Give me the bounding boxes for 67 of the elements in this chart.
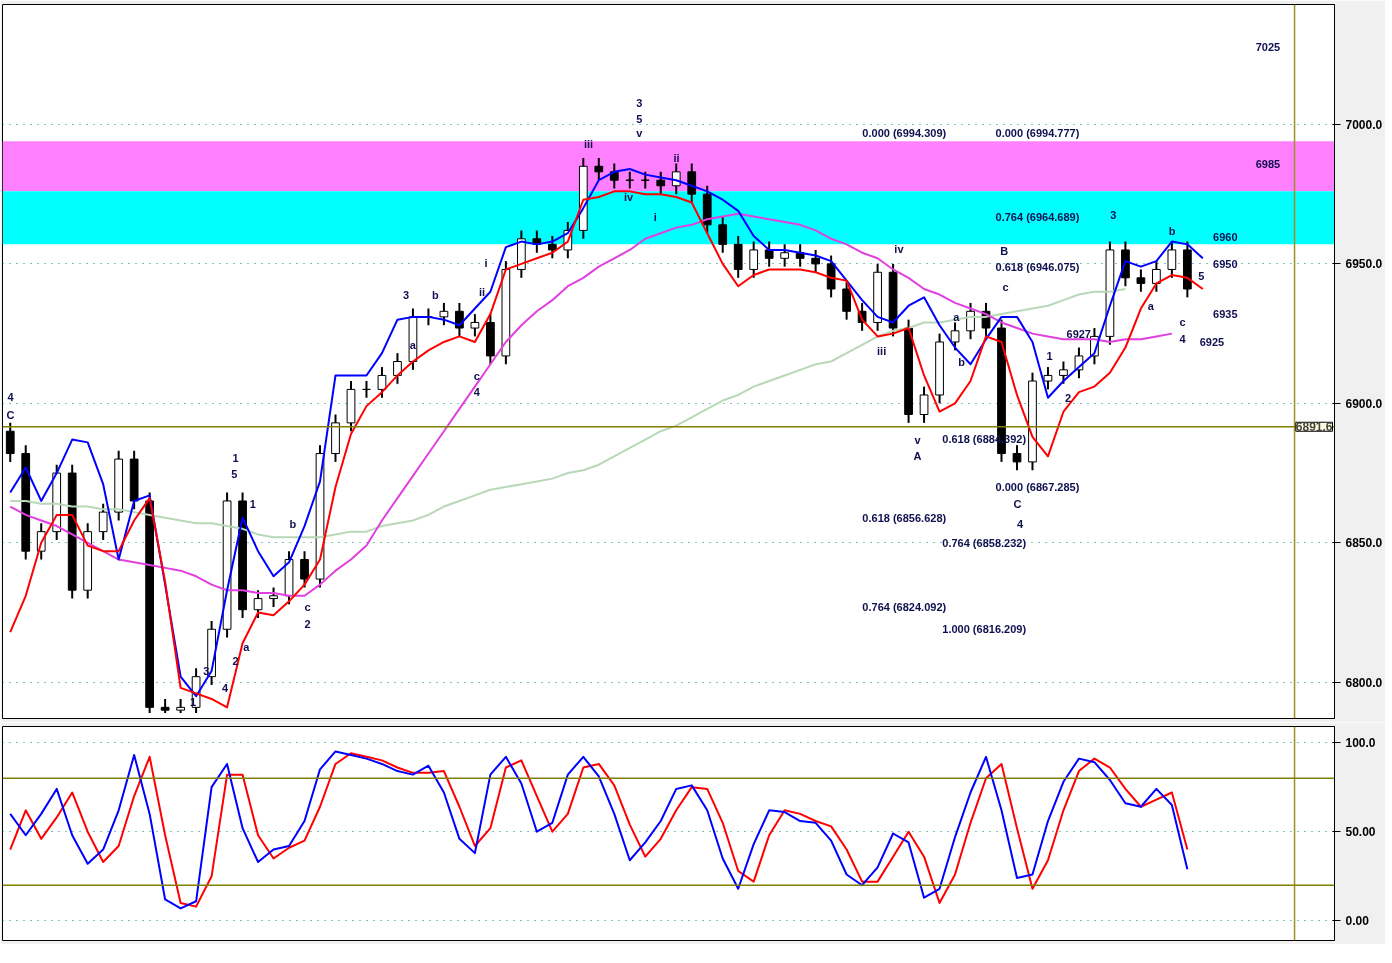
annotation: 4 <box>1017 517 1025 530</box>
annotation: a <box>953 311 961 324</box>
ref-line-label: 6891.6 <box>1295 420 1333 435</box>
annotation: 0.618 (6856.628) <box>862 511 947 524</box>
annotation: 2 <box>304 617 311 630</box>
annotation: 6960 <box>1213 230 1238 243</box>
y-tick-label: 6900.0 <box>1345 396 1383 411</box>
annotation: 2 <box>1065 391 1072 404</box>
annotation: 5 <box>1198 269 1205 282</box>
annotation: 6925 <box>1199 336 1225 349</box>
annotation: 3 <box>403 289 410 302</box>
annotation: 1 <box>232 451 239 464</box>
annotation: ii <box>478 286 486 299</box>
annotation: 7025 <box>1255 41 1281 54</box>
annotation: 6950 <box>1213 258 1238 271</box>
annotation: 0.764 (6824.092) <box>862 601 947 614</box>
annotation: c <box>473 369 480 382</box>
annotation: c <box>304 601 311 614</box>
annotation: 0.000 (6867.285) <box>995 481 1080 494</box>
annotation: c <box>1179 315 1186 328</box>
annotation: 4 <box>473 386 481 399</box>
annotation: 0.764 (6964.689) <box>995 210 1080 223</box>
annotation: iv <box>894 242 905 255</box>
annotation: v <box>914 434 922 447</box>
annotation: iv <box>623 191 635 204</box>
annotation: A <box>913 450 922 463</box>
annotation: 0.000 (6994.309) <box>862 127 947 140</box>
y-tick-label: 100.0 <box>1345 736 1376 751</box>
y-tick-label: 6850.0 <box>1345 536 1383 551</box>
y-tick-label: 0.00 <box>1345 914 1370 929</box>
annotation: 3 <box>1110 209 1117 222</box>
y-tick-label: 6800.0 <box>1345 675 1383 690</box>
annotation: 6985 <box>1255 158 1281 171</box>
y-tick-label: 50.00 <box>1345 825 1376 840</box>
y-tick-label: 7000.0 <box>1345 117 1383 132</box>
annotation: 5 <box>636 112 643 125</box>
annotation: iii <box>877 344 887 357</box>
annotation: a <box>409 339 417 352</box>
annotation: 1 <box>1046 349 1053 362</box>
annotation: 4 <box>7 391 15 404</box>
annotation: a <box>243 641 251 654</box>
annotation: v <box>636 127 644 140</box>
annotation: 5 <box>231 468 238 481</box>
y-tick-label: 6950.0 <box>1345 257 1383 272</box>
annotation: 0.618 (6946.075) <box>995 260 1080 273</box>
annotation: b <box>289 517 297 530</box>
annotation: 1.000 (6816.209) <box>942 623 1027 636</box>
annotation: C <box>1013 497 1022 510</box>
annotation: 0.764 (6858.232) <box>942 536 1027 549</box>
annotation: C <box>6 409 15 422</box>
annotation: b <box>432 289 440 302</box>
annotation: iii <box>584 137 594 150</box>
annotation: b <box>958 355 966 368</box>
annotation: 0.000 (6994.777) <box>995 127 1080 140</box>
annotation: 6935 <box>1213 308 1238 321</box>
annotation: 1 <box>249 498 256 511</box>
annotation: 4 <box>221 681 229 694</box>
annotation: B <box>1000 244 1009 257</box>
annotation: 6927 <box>1066 327 1092 340</box>
annotation: 4 <box>1179 333 1187 346</box>
annotation: 3 <box>636 97 643 110</box>
annotation: i <box>653 210 657 223</box>
annotation: ii <box>673 152 680 165</box>
annotation: c <box>1002 280 1009 293</box>
annotation: b <box>1168 224 1176 237</box>
annotation: i <box>484 256 488 269</box>
annotation: a <box>1147 299 1155 312</box>
